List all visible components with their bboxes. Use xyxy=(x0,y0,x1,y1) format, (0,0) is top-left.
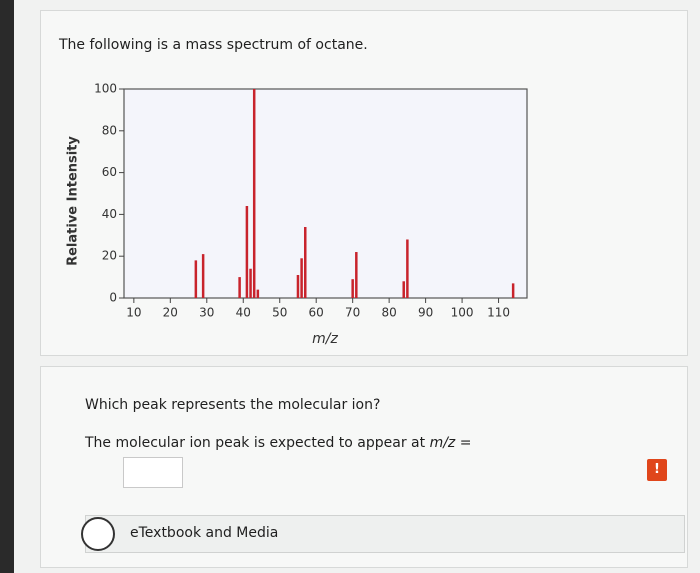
answer-var: m/z xyxy=(429,435,456,451)
resources-label: eTextbook and Media xyxy=(130,525,279,541)
x-tick-label: 20 xyxy=(163,306,178,320)
answer-line: The molecular ion peak is expected to ap… xyxy=(85,435,471,451)
y-tick-label: 20 xyxy=(102,249,117,263)
x-tick-label: 50 xyxy=(272,306,287,320)
screen: The following is a mass spectrum of octa… xyxy=(14,0,700,573)
y-axis-label: Relative Intensity xyxy=(66,136,81,266)
plot-area xyxy=(123,88,528,299)
question-card: The following is a mass spectrum of octa… xyxy=(40,10,688,356)
x-tick-label: 100 xyxy=(451,306,474,320)
x-tick-label: 80 xyxy=(382,306,397,320)
y-tick-label: 80 xyxy=(102,123,117,137)
x-tick-label: 30 xyxy=(199,306,214,320)
x-tick-label: 10 xyxy=(126,306,141,320)
chart: Relative Intensity m/z 0 20 40 60 80 100 10 20 3… xyxy=(66,82,528,347)
resources-button[interactable]: eTextbook and Media xyxy=(85,515,685,553)
y-tick-label: 100 xyxy=(94,82,117,96)
resources-icon xyxy=(81,517,115,551)
x-tick-label: 40 xyxy=(236,306,251,320)
y-tick-label: 40 xyxy=(102,207,117,221)
answer-card: Which peak represents the molecular ion?… xyxy=(40,366,688,568)
intro: The following is a mass spectrum of octa… xyxy=(59,37,368,53)
alert-badge: ! xyxy=(647,459,667,481)
x-tick-label: 110 xyxy=(487,306,510,320)
y-tick-label: 60 xyxy=(102,165,117,179)
x-tick-label: 70 xyxy=(345,306,360,320)
answer-eq: = xyxy=(459,435,472,451)
answer-lead: The molecular ion peak is expected to ap… xyxy=(85,435,426,451)
x-tick-label: 60 xyxy=(309,306,324,320)
x-axis-label: m/z xyxy=(312,331,338,347)
answer-input[interactable] xyxy=(123,457,183,488)
x-tick-label: 90 xyxy=(418,306,433,320)
y-tick-label: 0 xyxy=(109,291,117,305)
prompt: Which peak represents the molecular ion? xyxy=(85,397,381,413)
